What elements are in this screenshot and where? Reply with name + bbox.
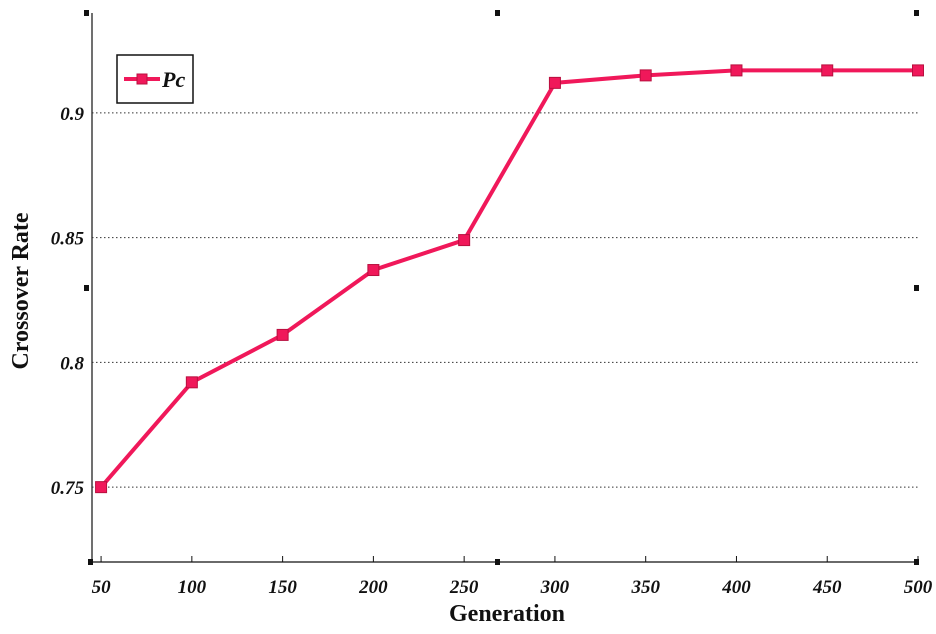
data-point	[639, 69, 652, 82]
legend: Pc	[116, 54, 194, 104]
data-point	[458, 234, 471, 247]
legend-marker	[136, 73, 148, 85]
frame-marker	[84, 10, 89, 16]
frame-marker	[495, 10, 500, 16]
frame-marker	[914, 285, 919, 291]
plot-frame	[84, 10, 919, 565]
x-tick-label: 350	[630, 577, 660, 598]
gridlines	[92, 112, 918, 488]
y-tick-label: 0.75	[51, 478, 85, 499]
data-point	[730, 64, 743, 77]
frame-marker	[914, 559, 919, 565]
x-tick-label: 300	[540, 577, 570, 598]
legend-label: Pc	[161, 67, 185, 92]
x-tick-label: 150	[268, 577, 297, 598]
series-layer	[95, 64, 924, 494]
data-point	[912, 64, 924, 77]
data-point	[95, 481, 108, 494]
x-tick-label: 250	[449, 577, 479, 598]
x-tick-label: 500	[904, 577, 933, 598]
x-axis-ticks: 50 100 150 200 250 300 350 400 450 500	[92, 556, 933, 598]
x-tick-label: 400	[721, 577, 751, 598]
data-point	[548, 76, 561, 89]
data-point	[276, 328, 289, 341]
y-axis-ticks: 0.75 0.8 0.85 0.9	[51, 104, 85, 499]
x-axis-label: Generation	[449, 601, 565, 627]
y-tick-label: 0.8	[60, 353, 84, 374]
x-tick-label: 50	[92, 577, 112, 598]
frame-marker	[914, 10, 919, 16]
y-tick-label: 0.85	[51, 229, 85, 250]
data-point	[821, 64, 834, 77]
y-tick-label: 0.9	[60, 104, 84, 125]
frame-marker	[88, 559, 93, 565]
frame-marker	[84, 285, 89, 291]
data-point	[185, 376, 198, 389]
x-tick-label: 100	[178, 577, 207, 598]
frame-marker	[495, 559, 500, 565]
series-line-pc	[99, 68, 918, 489]
y-axis-label: Crossover Rate	[8, 212, 34, 369]
data-point	[367, 264, 380, 277]
x-tick-label: 450	[812, 577, 842, 598]
x-tick-label: 200	[358, 577, 388, 598]
